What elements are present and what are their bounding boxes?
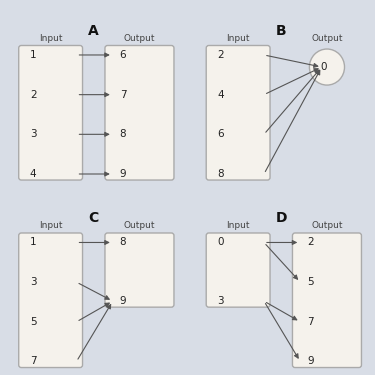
FancyBboxPatch shape — [19, 233, 82, 368]
Text: Input: Input — [39, 34, 62, 43]
Text: Input: Input — [39, 221, 62, 230]
FancyBboxPatch shape — [105, 45, 174, 180]
Text: 4: 4 — [30, 169, 36, 179]
Text: 1: 1 — [30, 237, 36, 248]
Text: 1: 1 — [30, 50, 36, 60]
FancyBboxPatch shape — [105, 233, 174, 307]
Text: 5: 5 — [307, 277, 314, 287]
Text: Input: Input — [226, 221, 250, 230]
Text: D: D — [276, 211, 287, 225]
Text: 6: 6 — [217, 129, 224, 140]
Text: 3: 3 — [30, 129, 36, 140]
Text: 9: 9 — [307, 357, 314, 366]
FancyBboxPatch shape — [292, 233, 362, 368]
Text: 3: 3 — [217, 296, 224, 306]
Text: C: C — [88, 211, 99, 225]
Text: 0: 0 — [320, 62, 327, 72]
Text: 8: 8 — [120, 129, 126, 140]
Text: 5: 5 — [30, 317, 36, 327]
Text: B: B — [276, 24, 286, 38]
Text: 8: 8 — [120, 237, 126, 248]
FancyBboxPatch shape — [19, 45, 82, 180]
Text: Output: Output — [124, 221, 155, 230]
Text: 7: 7 — [307, 317, 314, 327]
Ellipse shape — [309, 49, 345, 85]
Text: 8: 8 — [217, 169, 224, 179]
Text: 4: 4 — [217, 90, 224, 100]
FancyBboxPatch shape — [206, 45, 270, 180]
Text: 2: 2 — [307, 237, 314, 248]
Text: 7: 7 — [30, 357, 36, 366]
Text: Output: Output — [124, 34, 155, 43]
Text: 0: 0 — [217, 237, 224, 248]
Text: 9: 9 — [120, 296, 126, 306]
Text: 9: 9 — [120, 169, 126, 179]
Text: 6: 6 — [120, 50, 126, 60]
Text: Output: Output — [311, 221, 343, 230]
Text: 3: 3 — [30, 277, 36, 287]
Text: 2: 2 — [217, 50, 224, 60]
FancyBboxPatch shape — [206, 233, 270, 307]
Text: A: A — [88, 24, 99, 38]
Text: Output: Output — [311, 34, 343, 43]
Text: 2: 2 — [30, 90, 36, 100]
Text: 7: 7 — [120, 90, 126, 100]
Text: Input: Input — [226, 34, 250, 43]
